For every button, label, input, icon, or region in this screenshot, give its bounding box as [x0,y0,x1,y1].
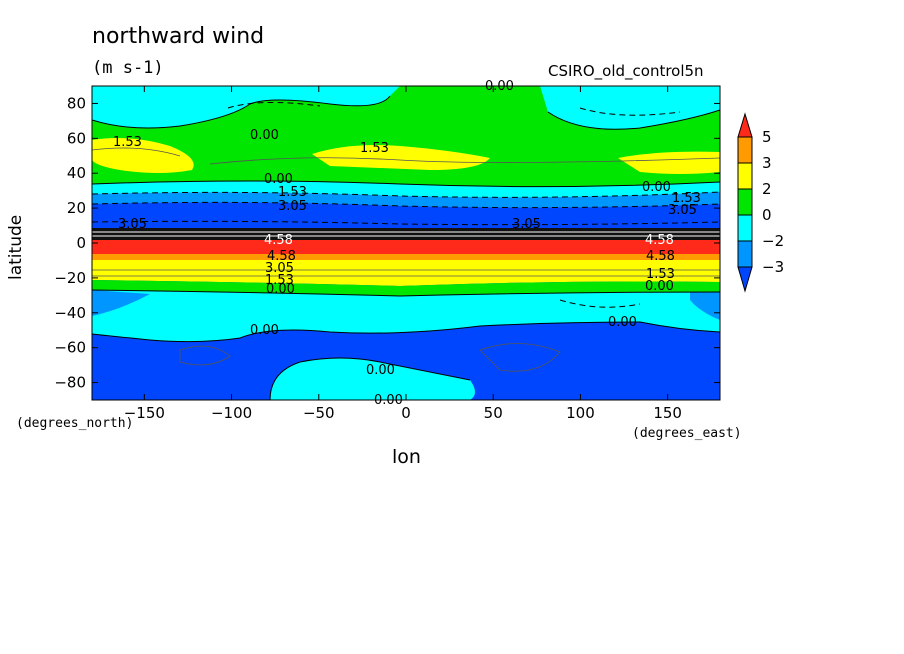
blue-patch-south-west [92,290,150,316]
yellow-patch-center [312,145,490,170]
colorbar-label: 0 [762,206,772,224]
x-tick-label: 100 [566,404,595,422]
colorbar-swatch [737,266,753,293]
contour-label: 3.05 [668,203,697,218]
y-tick-label: −60 [54,339,86,357]
y-tick-label: 0 [76,234,86,252]
y-axis-ticks: 80 60 40 20 0 −20 −40 −60 −80 [54,94,720,392]
contour-line-thin [179,345,231,366]
colorbar-swatch [737,214,753,242]
colorbar-swatch [737,188,753,216]
yellow-patch-west [92,138,194,173]
colorbar-label: −2 [762,232,784,250]
contour-label: 4.58 [646,249,675,264]
cyan-patch-antarctic [270,358,475,400]
band-red [92,240,720,254]
cyan-patch-north-east [540,86,720,130]
contour-label: 1.53 [360,141,389,156]
x-tick-label: 150 [653,404,682,422]
y-axis-units: (degrees_north) [16,416,134,431]
x-axis-label: lon [392,446,421,468]
colorbar: 5 3 2 0 −2 −3 [737,112,784,293]
contour-label: 0.00 [608,315,637,330]
contour-label: 3.05 [265,261,294,276]
x-tick-label: 50 [484,404,503,422]
band-cyan-south [92,290,720,342]
y-tick-label: −80 [54,374,86,392]
x-tick-label: 0 [401,404,411,422]
contour-label: 0.00 [645,279,674,294]
dataset-label: CSIRO_old_control5n [548,62,704,80]
band-equator-dense [92,228,720,240]
colorbar-label: 2 [762,180,772,198]
colorbar-swatch [737,136,753,164]
contour-label: 3.05 [512,217,541,232]
y-tick-label: 40 [67,164,86,182]
contour-line-dashed [579,107,681,116]
contour-label: 0.00 [264,172,293,187]
y-tick-label: −20 [54,269,86,287]
band-yellow [92,260,720,286]
contour-line-thin [479,343,561,372]
colorbar-label: −3 [762,258,784,276]
band-orange [92,254,720,260]
colorbar-swatch [737,240,753,268]
x-axis-ticks: −150 −100 −50 0 50 100 150 [124,86,682,422]
contour-line [269,357,471,400]
contour-label: 1.53 [672,191,701,206]
contour-labels: 0.00 1.53 0.00 1.53 0.00 1.53 3.05 0.00 … [113,79,701,408]
contour-field [92,86,720,400]
x-tick-label: −150 [124,404,165,422]
colorbar-swatch [737,162,753,190]
contour-line-thin [92,147,181,157]
band-green-south [92,280,720,296]
contour-label: 3.05 [278,199,307,214]
y-tick-label: 60 [67,129,86,147]
contour-label: 1.53 [265,273,294,288]
contour-label: 0.00 [642,180,671,195]
contour-line [92,321,720,343]
contour-label: 0.00 [250,128,279,143]
contour-label: 1.53 [646,267,675,282]
x-tick-label: −50 [303,404,335,422]
yellow-patch-east [618,151,720,174]
contour-label: 4.58 [645,233,674,248]
contour-line [547,109,720,130]
contour-label: 4.58 [264,233,293,248]
y-tick-label: 80 [67,94,86,112]
contour-label: 0.00 [366,363,395,378]
contour-label: 0.00 [266,282,295,297]
contour-label: 1.53 [113,135,142,150]
contour-line-dashed [227,101,321,109]
cyan-patch-north-west [92,86,400,128]
contour-label: 3.05 [118,217,147,232]
contour-line-dashed [559,299,641,308]
contour-label: 4.58 [267,249,296,264]
chart-units: (m s-1) [92,58,164,78]
colorbar-label: 5 [762,128,772,146]
x-tick-label: −100 [211,404,252,422]
y-tick-label: −40 [54,304,86,322]
blue-patch-south-east [690,292,720,320]
x-axis-units: (degrees_east) [632,426,742,441]
colorbar-swatch [737,112,753,138]
y-tick-label: 20 [67,199,86,217]
contour-line [92,289,720,297]
contour-label: 0.00 [250,323,279,338]
contour-label: 1.53 [278,185,307,200]
colorbar-label: 3 [762,154,772,172]
chart-title: northward wind [92,24,265,49]
contour-line [92,180,720,188]
contour-line-thin [209,157,720,165]
